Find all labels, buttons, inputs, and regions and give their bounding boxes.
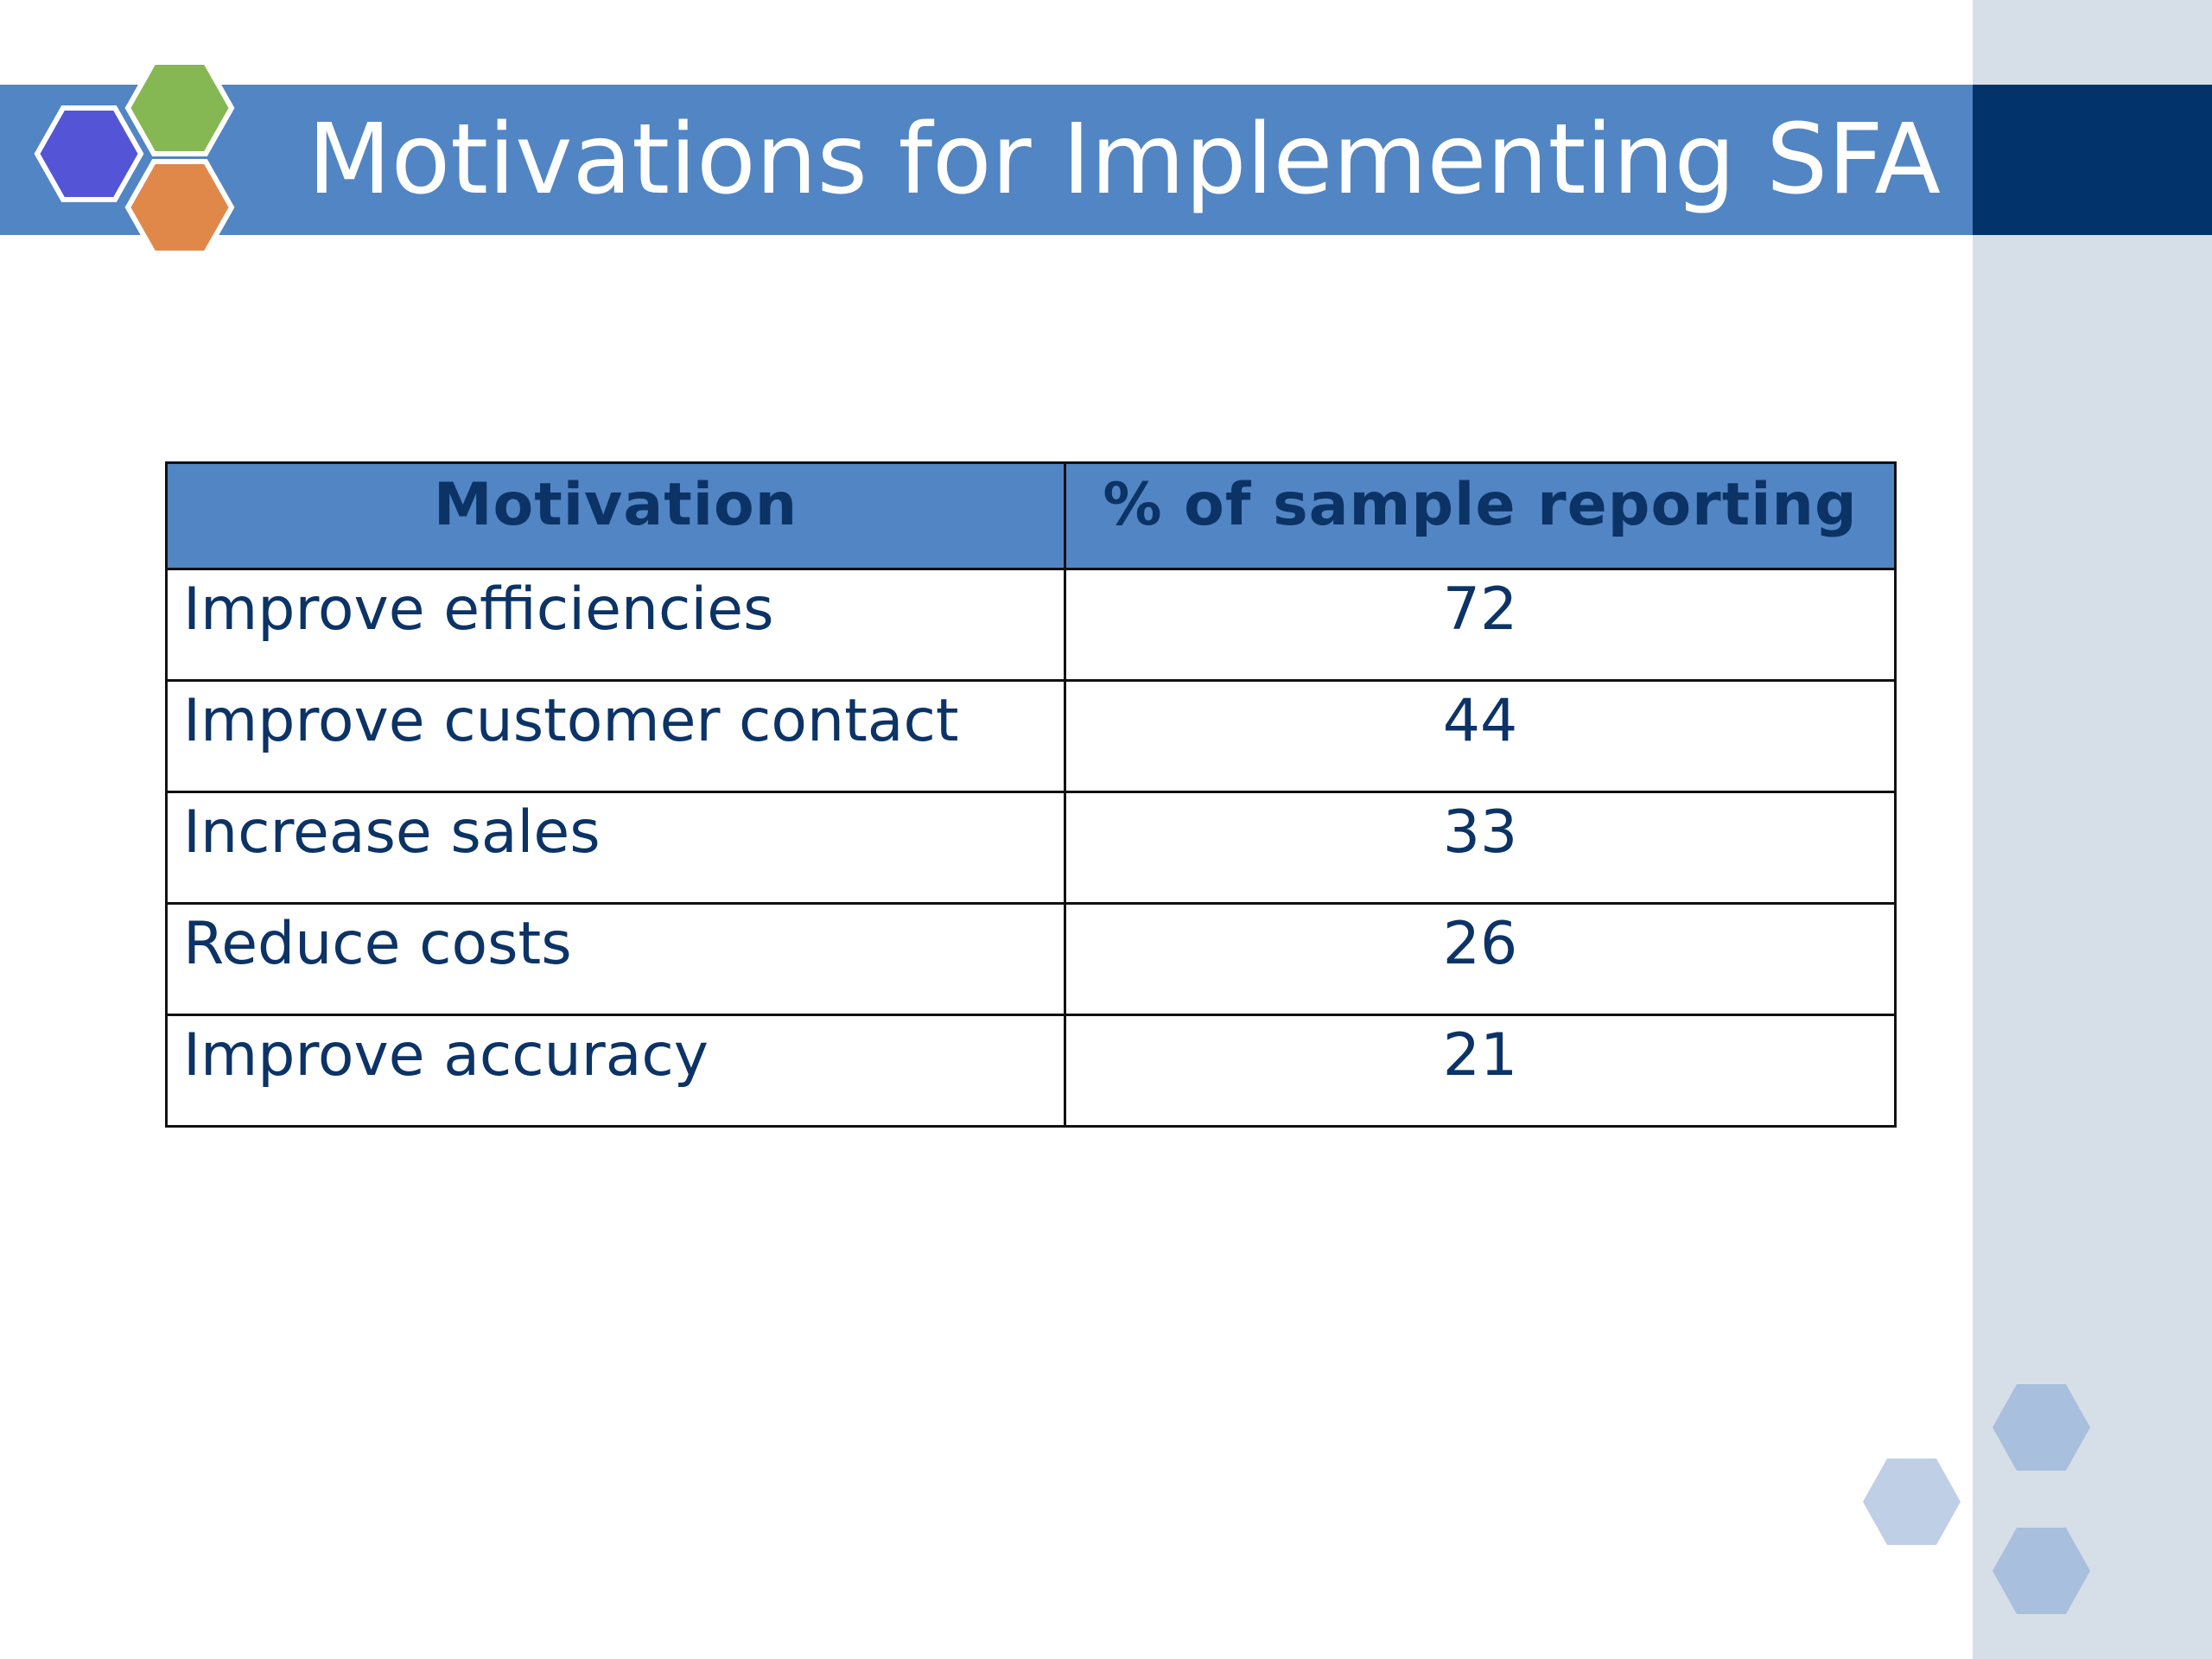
- table-row: Increase sales 33: [165, 791, 1897, 905]
- hexagon-purple-icon: [34, 105, 144, 202]
- percent-cell: 33: [1064, 791, 1897, 905]
- deco-hexagon-top-icon: [1993, 1384, 2090, 1471]
- percent-cell: 26: [1064, 902, 1897, 1016]
- hexagon-green-icon: [124, 60, 235, 156]
- table-row: Improve efficiencies 72: [165, 568, 1897, 682]
- column-header-motivation: Motivation: [165, 461, 1066, 570]
- motivation-table: Motivation % of sample reporting Improve…: [165, 461, 1897, 1128]
- motivation-cell: Improve accuracy: [165, 1014, 1066, 1128]
- percent-cell: 44: [1064, 679, 1897, 793]
- table-row: Improve customer contact 44: [165, 679, 1897, 793]
- motivation-cell: Increase sales: [165, 791, 1066, 905]
- deco-hexagon-left-icon: [1863, 1459, 1961, 1545]
- hexagon-cluster-icon: [34, 60, 235, 256]
- slide-title: Motivations for Implementing SFA: [308, 104, 1941, 216]
- table-row: Improve accuracy 21: [165, 1014, 1897, 1128]
- motivation-cell: Improve efficiencies: [165, 568, 1066, 682]
- motivation-cell: Reduce costs: [165, 902, 1066, 1016]
- deco-hexagon-bottom-icon: [1993, 1528, 2090, 1614]
- hexagon-orange-icon: [124, 159, 235, 256]
- motivation-cell: Improve customer contact: [165, 679, 1066, 793]
- side-panel: [1973, 0, 2212, 1659]
- title-bar: [0, 85, 1973, 235]
- percent-cell: 72: [1064, 568, 1897, 682]
- percent-cell: 21: [1064, 1014, 1897, 1128]
- table-row: Reduce costs 26: [165, 902, 1897, 1016]
- hexagon-decoration-icon: [1863, 1384, 2090, 1614]
- title-bar-accent: [1973, 85, 2212, 235]
- column-header-percent: % of sample reporting: [1064, 461, 1897, 570]
- table-header-row: Motivation % of sample reporting: [165, 461, 1897, 570]
